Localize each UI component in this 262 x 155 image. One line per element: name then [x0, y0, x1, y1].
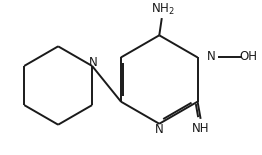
- Text: NH$_2$: NH$_2$: [151, 2, 175, 17]
- Text: N: N: [155, 123, 164, 136]
- Text: N: N: [89, 56, 98, 69]
- Text: OH: OH: [239, 51, 257, 63]
- Text: NH: NH: [192, 122, 209, 135]
- Text: N: N: [207, 50, 216, 63]
